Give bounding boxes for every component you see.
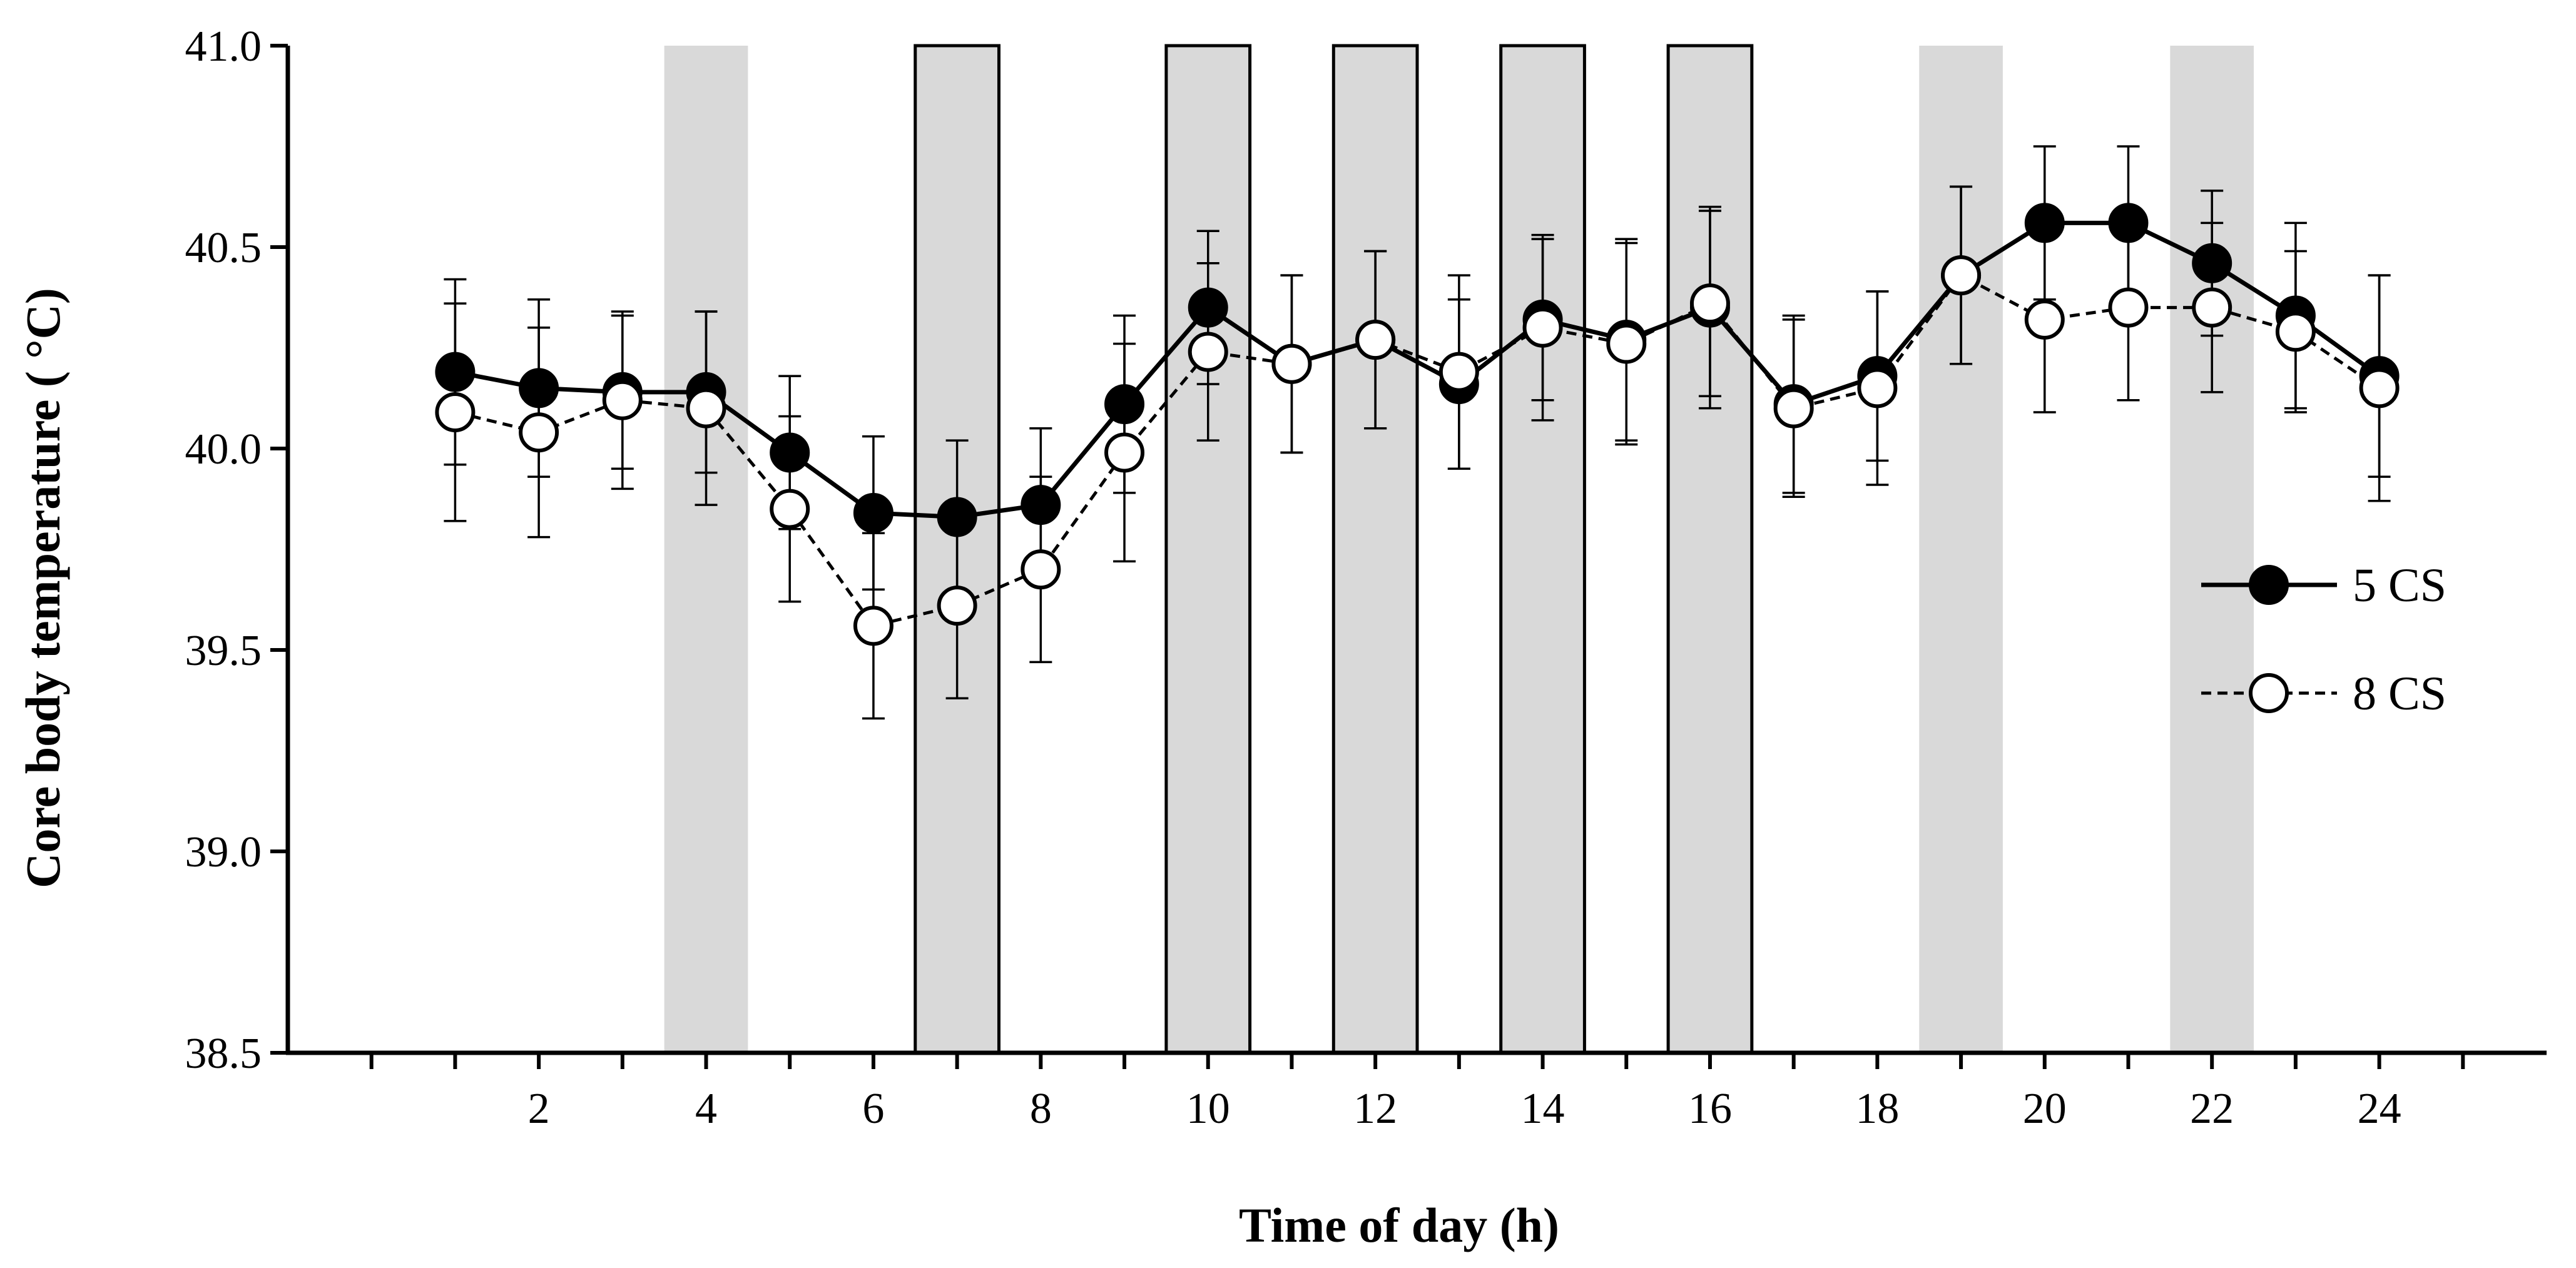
data-point-5-cs [853, 493, 893, 534]
data-point-8-cs [937, 586, 977, 626]
data-point-8-cs [435, 392, 476, 433]
data-point-8-cs [1606, 323, 1647, 364]
data-point-8-cs [686, 388, 726, 429]
legend-marker-5-cs [2249, 565, 2289, 605]
data-point-8-cs [2359, 368, 2400, 408]
series [435, 145, 2400, 720]
x-tick-label: 12 [1353, 1085, 1397, 1133]
x-tick-label: 10 [1186, 1085, 1230, 1133]
y-axis-title: Core body temperature ( °C) [16, 288, 70, 888]
legend-marker-8-cs [2249, 673, 2289, 713]
data-point-8-cs [1438, 352, 1479, 392]
y-tick-label: 38.5 [185, 1030, 262, 1078]
data-point-8-cs [2192, 287, 2232, 328]
data-point-8-cs [1021, 549, 1061, 590]
data-point-8-cs [1271, 343, 1312, 384]
data-point-8-cs [1773, 388, 1814, 429]
data-point-8-cs [602, 380, 643, 420]
x-tick-label: 6 [862, 1085, 884, 1133]
shaded-region-6 [1666, 44, 1754, 1055]
x-tick-label: 4 [695, 1085, 717, 1133]
x-tick-label: 14 [1521, 1085, 1565, 1133]
x-tick-label: 8 [1030, 1085, 1052, 1133]
data-point-8-cs [1522, 307, 1563, 348]
y-tick-label: 40.0 [185, 425, 262, 474]
x-axis-title: Time of day (h) [1239, 1198, 1559, 1252]
data-point-8-cs [1689, 283, 1730, 324]
data-point-8-cs [1941, 255, 1982, 296]
x-tick-label: 20 [2023, 1085, 2067, 1133]
x-tick-label: 24 [2358, 1085, 2401, 1133]
x-tick-label: 18 [1855, 1085, 1899, 1133]
data-point-8-cs [770, 489, 810, 529]
legend-label-5-cs: 5 CS [2353, 559, 2446, 612]
data-point-8-cs [2275, 312, 2316, 352]
shaded-periods [664, 44, 2254, 1055]
data-point-8-cs [2108, 287, 2149, 328]
data-point-8-cs [853, 606, 893, 646]
y-tick-label: 39.0 [185, 828, 262, 876]
data-point-8-cs [1188, 332, 1228, 372]
shaded-region-3 [1164, 44, 1252, 1055]
shaded-region-1 [664, 46, 748, 1053]
series-8-cs [435, 185, 2400, 720]
legend: 5 CS 8 CS [2201, 559, 2446, 720]
x-tick-label: 16 [1688, 1085, 1732, 1133]
data-point-8-cs [519, 412, 559, 453]
data-point-8-cs [1104, 432, 1145, 473]
shaded-region-5 [1499, 44, 1586, 1055]
data-point-8-cs [1857, 368, 1898, 408]
shaded-region-4 [1331, 44, 1419, 1055]
legend-label-8-cs: 8 CS [2353, 667, 2446, 720]
axes: 38.539.039.540.040.541.02 4 6 8 10 12 14 16 18 20… [185, 23, 2547, 1133]
data-point-8-cs [2024, 299, 2065, 340]
y-tick-label: 39.5 [185, 627, 262, 675]
data-point-8-cs [1355, 320, 1396, 360]
y-tick-label: 41.0 [185, 23, 262, 71]
y-tick-label: 40.5 [185, 224, 262, 272]
x-tick-label: 2 [528, 1085, 550, 1133]
x-tick-label: 22 [2190, 1085, 2234, 1133]
